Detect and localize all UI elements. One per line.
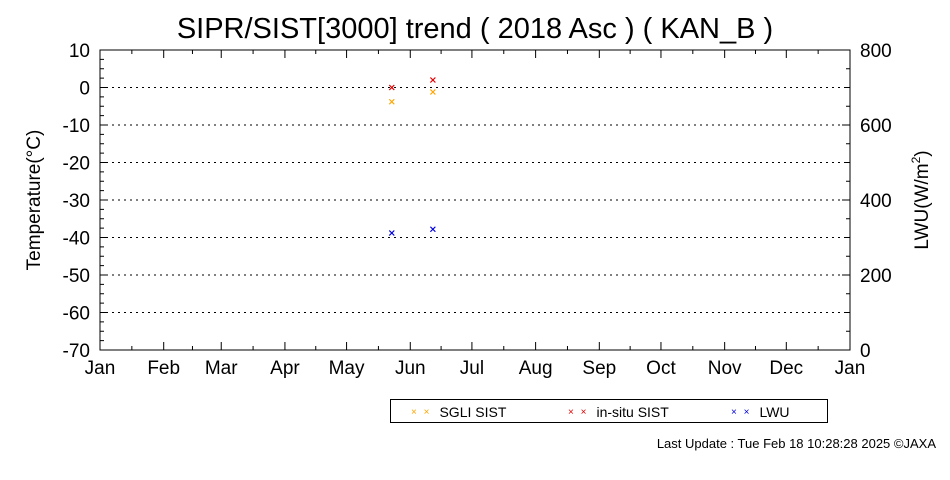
- data-point-sgli-sist: [429, 89, 436, 95]
- y2-tick-label: 800: [860, 41, 892, 62]
- legend-item-sgli-sist: × × SGLI SIST: [411, 403, 506, 421]
- x-tick-label: Feb: [147, 358, 180, 379]
- legend-marker-lwu: × ×: [731, 406, 752, 418]
- y-tick-label: -10: [63, 116, 90, 137]
- y-tick-label: 0: [79, 79, 90, 100]
- y-tick-label: -70: [63, 341, 90, 362]
- y-axis-label: Temperature(°C): [24, 130, 45, 271]
- x-tick-label: Jan: [835, 358, 866, 379]
- legend-label-lwu: LWU: [759, 404, 790, 420]
- x-tick-label: Jun: [395, 358, 426, 379]
- y2-tick-label: 0: [860, 341, 871, 362]
- legend: × × SGLI SIST × × in-situ SIST × × LWU: [390, 399, 828, 423]
- y-tick-label: -30: [63, 191, 90, 212]
- x-tick-label: Jul: [460, 358, 484, 379]
- y2-tick-label: 400: [860, 191, 892, 212]
- legend-label-sgli-sist: SGLI SIST: [439, 404, 507, 420]
- y2-tick-label: 600: [860, 116, 892, 137]
- y-tick-label: -60: [63, 304, 90, 325]
- data-point-sgli-sist: [388, 98, 395, 105]
- y-tick-label: 10: [69, 41, 90, 62]
- y-tick-label: -20: [63, 154, 90, 175]
- x-tick-label: Dec: [769, 358, 803, 379]
- x-tick-label: Jan: [85, 358, 116, 379]
- y2-axis-label: LWU(W/m2): [909, 150, 933, 249]
- x-tick-label: Oct: [646, 358, 676, 379]
- data-point-in-situ-sist: [388, 84, 395, 91]
- legend-marker-sgli-sist: × ×: [411, 406, 432, 418]
- y-tick-label: -40: [63, 229, 90, 250]
- x-tick-label: Mar: [205, 358, 238, 379]
- y-tick-label: -50: [63, 266, 90, 287]
- x-tick-label: Sep: [582, 358, 616, 379]
- x-tick-label: May: [329, 358, 365, 379]
- last-update-footer: Last Update : Tue Feb 18 10:28:28 2025 ©…: [656, 436, 936, 451]
- legend-marker-insitu-sist: × ×: [568, 406, 589, 418]
- x-tick-label: Nov: [708, 358, 742, 379]
- data-point-lwu: [429, 226, 436, 233]
- legend-label-insitu-sist: in-situ SIST: [596, 404, 669, 420]
- legend-item-insitu-sist: × × in-situ SIST: [568, 403, 669, 421]
- x-tick-label: Apr: [270, 358, 300, 379]
- legend-item-lwu: × × LWU: [731, 403, 790, 421]
- data-point-in-situ-sist: [429, 77, 436, 83]
- plot-frame: [99, 49, 851, 351]
- chart-title: SIPR/SIST[3000] trend ( 2018 Asc ) ( KAN…: [177, 13, 773, 45]
- y2-tick-label: 200: [860, 266, 892, 287]
- data-point-lwu: [388, 230, 395, 236]
- x-tick-label: Aug: [519, 358, 553, 379]
